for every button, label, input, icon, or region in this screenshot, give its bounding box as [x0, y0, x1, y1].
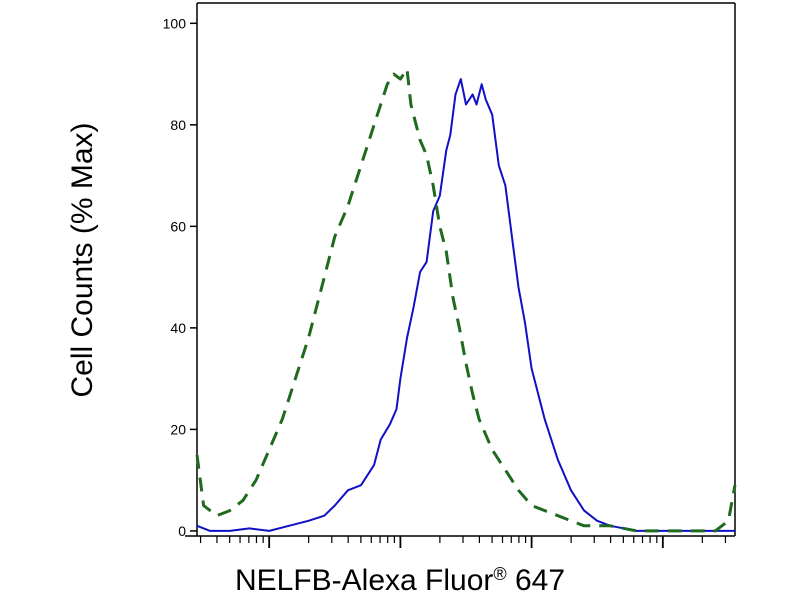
y-tick-label-20: 20	[170, 421, 186, 437]
y-axis-title: Cell Counts (% Max)	[66, 122, 99, 397]
plot-frame	[185, 2, 736, 537]
y-tick-label-100: 100	[163, 15, 187, 31]
x-axis-title-main: NELFB-Alexa Fluor	[235, 564, 493, 597]
x-axis-ticks	[199, 536, 727, 548]
y-tick-label-60: 60	[170, 218, 186, 234]
x-axis-title-superscript: ®	[493, 564, 506, 584]
x-axis-title-suffix: 647	[507, 564, 565, 597]
y-tick-label-80: 80	[170, 117, 186, 133]
x-axis-title: NELFB-Alexa Fluor® 647	[235, 564, 565, 597]
series-line-dashed	[195, 67, 737, 533]
y-tick-label-40: 40	[170, 320, 186, 336]
y-axis-ticks: 0 20 40 60 80 100	[163, 15, 197, 539]
y-tick-label-0: 0	[178, 523, 186, 539]
series-layer	[195, 67, 737, 533]
series-line-solid	[196, 78, 735, 532]
